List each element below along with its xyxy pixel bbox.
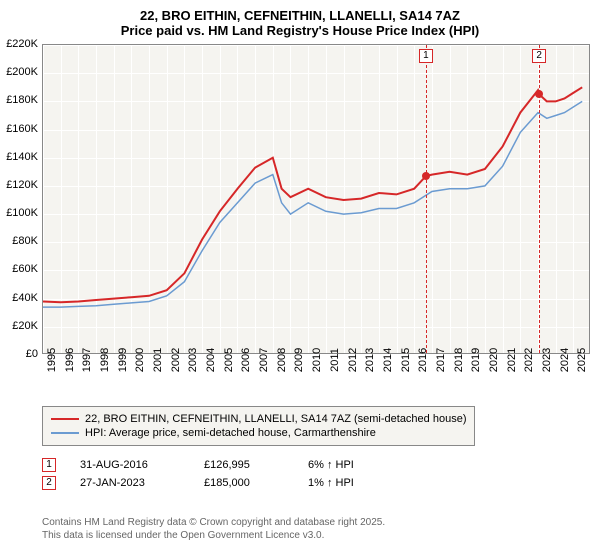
x-tick-label: 1998 [99,348,111,372]
sale-row: 2 27-JAN-2023 £185,000 1% ↑ HPI [42,476,354,490]
sale-date: 31-AUG-2016 [80,459,180,471]
x-tick-label: 1996 [64,348,76,372]
marker-vline [426,45,427,353]
y-tick-label: £100K [0,207,38,219]
x-tick-label: 2017 [435,348,447,372]
series-line [43,101,582,307]
x-tick-label: 2021 [506,348,518,372]
marker-point [422,172,430,180]
series-line [43,87,582,302]
x-tick-label: 1995 [46,348,58,372]
x-tick-label: 2000 [134,348,146,372]
legend-swatch [51,418,79,420]
x-tick-label: 2022 [523,348,535,372]
legend-label: 22, BRO EITHIN, CEFNEITHIN, LLANELLI, SA… [85,413,466,425]
x-tick-label: 1997 [81,348,93,372]
x-tick-label: 1999 [117,348,129,372]
x-tick-label: 2006 [240,348,252,372]
x-tick-label: 2014 [382,348,394,372]
x-tick-label: 2016 [417,348,429,372]
y-tick-label: £140K [0,151,38,163]
x-tick-label: 2018 [453,348,465,372]
title-line-2: Price paid vs. HM Land Registry's House … [0,23,600,38]
marker-point [535,90,543,98]
legend-label: HPI: Average price, semi-detached house,… [85,427,376,439]
y-tick-label: £160K [0,123,38,135]
x-tick-label: 2015 [400,348,412,372]
footer-attribution: Contains HM Land Registry data © Crown c… [42,516,385,542]
series-svg [43,45,591,355]
chart-plot-area: 12 [42,44,590,354]
y-tick-label: £60K [0,263,38,275]
x-tick-label: 2008 [276,348,288,372]
marker-box: 1 [419,49,433,63]
x-tick-label: 2010 [311,348,323,372]
x-tick-label: 2020 [488,348,500,372]
x-tick-label: 2013 [364,348,376,372]
x-tick-label: 2003 [187,348,199,372]
sale-date: 27-JAN-2023 [80,477,180,489]
y-tick-label: £20K [0,320,38,332]
x-tick-label: 2019 [470,348,482,372]
y-tick-label: £40K [0,292,38,304]
title-line-1: 22, BRO EITHIN, CEFNEITHIN, LLANELLI, SA… [0,8,600,23]
y-tick-label: £220K [0,38,38,50]
x-tick-label: 2023 [541,348,553,372]
x-tick-label: 2004 [205,348,217,372]
x-tick-label: 2009 [293,348,305,372]
y-tick-label: £200K [0,66,38,78]
x-tick-label: 2002 [170,348,182,372]
footer-line-2: This data is licensed under the Open Gov… [42,529,385,542]
x-tick-label: 2005 [223,348,235,372]
x-tick-label: 2011 [329,348,341,372]
x-tick-label: 2001 [152,348,164,372]
legend-row: 22, BRO EITHIN, CEFNEITHIN, LLANELLI, SA… [51,413,466,425]
y-tick-label: £80K [0,235,38,247]
sale-price: £185,000 [204,477,284,489]
x-tick-label: 2007 [258,348,270,372]
y-tick-label: £120K [0,179,38,191]
legend-swatch [51,432,79,434]
sale-row: 1 31-AUG-2016 £126,995 6% ↑ HPI [42,458,354,472]
sale-delta: 1% ↑ HPI [308,477,354,489]
chart-title: 22, BRO EITHIN, CEFNEITHIN, LLANELLI, SA… [0,0,600,42]
footer-line-1: Contains HM Land Registry data © Crown c… [42,516,385,529]
x-tick-label: 2024 [559,348,571,372]
sale-delta: 6% ↑ HPI [308,459,354,471]
sale-price: £126,995 [204,459,284,471]
sales-table: 1 31-AUG-2016 £126,995 6% ↑ HPI 2 27-JAN-2023… [42,454,354,494]
y-tick-label: £0 [0,348,38,360]
x-tick-label: 2025 [576,348,588,372]
sale-marker-box: 2 [42,476,56,490]
x-tick-label: 2012 [347,348,359,372]
y-tick-label: £180K [0,94,38,106]
legend-row: HPI: Average price, semi-detached house,… [51,427,466,439]
legend: 22, BRO EITHIN, CEFNEITHIN, LLANELLI, SA… [42,406,475,446]
marker-box: 2 [532,49,546,63]
sale-marker-box: 1 [42,458,56,472]
